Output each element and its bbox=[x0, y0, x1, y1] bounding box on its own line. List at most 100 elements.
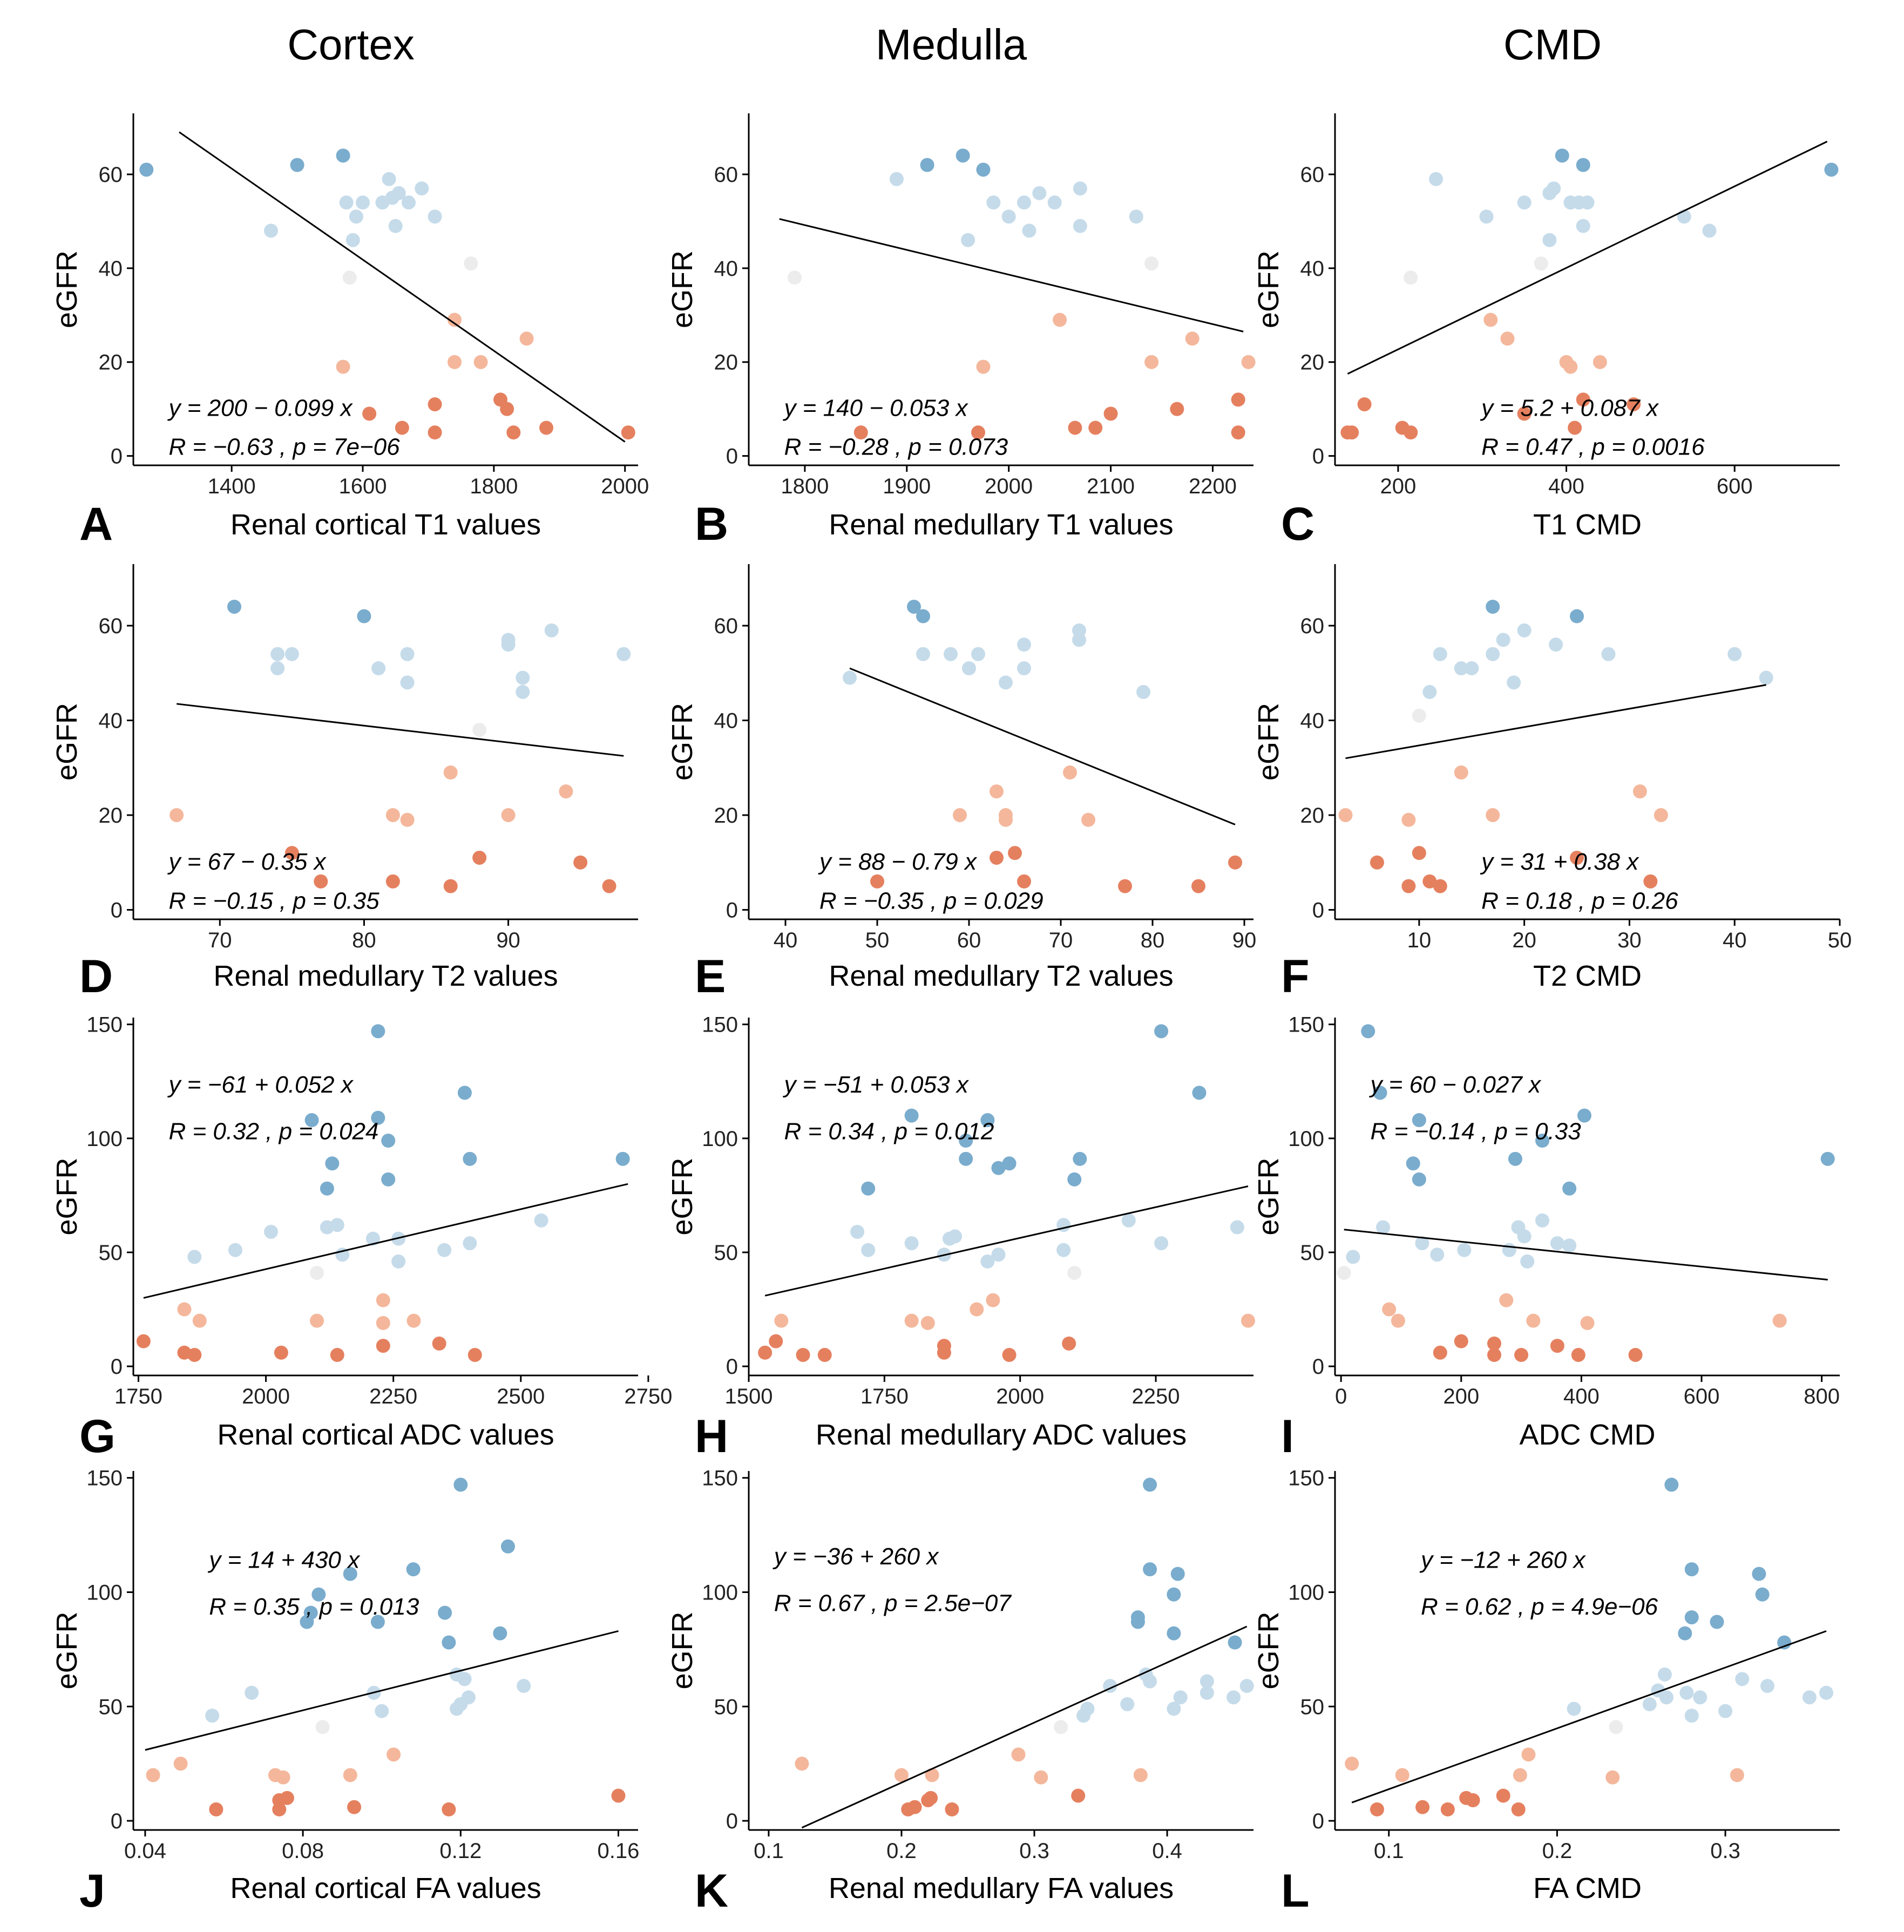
data-point bbox=[1071, 1788, 1086, 1803]
data-point bbox=[187, 1347, 202, 1362]
x-tick-label: 1900 bbox=[883, 474, 931, 498]
data-point bbox=[1759, 670, 1773, 685]
x-tick-label: 80 bbox=[1141, 928, 1165, 952]
data-point bbox=[385, 808, 400, 822]
data-point bbox=[920, 158, 934, 172]
panel-letter: L bbox=[1281, 1865, 1310, 1917]
data-point bbox=[1802, 1690, 1817, 1705]
data-point bbox=[1167, 1587, 1181, 1602]
data-point bbox=[1067, 1172, 1082, 1187]
data-point bbox=[843, 670, 857, 685]
data-point bbox=[1571, 1347, 1585, 1362]
y-tick-label: 20 bbox=[1300, 351, 1325, 375]
data-point bbox=[602, 879, 616, 893]
scatter-panel-j: 0 50 100 150 0.04 0.08 0.12 0.16 y = 14 + 430 x R… bbox=[51, 1467, 639, 1917]
x-tick-label: 40 bbox=[1723, 928, 1747, 952]
panel-letter: D bbox=[79, 951, 113, 1002]
data-point bbox=[971, 647, 985, 661]
y-tick-label: 150 bbox=[702, 1013, 738, 1037]
data-point bbox=[961, 233, 975, 247]
panel-letter: J bbox=[79, 1865, 105, 1917]
data-point bbox=[400, 647, 415, 661]
y-tick-label: 100 bbox=[1288, 1581, 1324, 1604]
data-point bbox=[1659, 1690, 1673, 1705]
data-point bbox=[990, 784, 1004, 799]
y-tick-label: 60 bbox=[1300, 163, 1325, 187]
data-point bbox=[1576, 219, 1590, 233]
data-point bbox=[1130, 1615, 1145, 1629]
x-tick-label: 90 bbox=[1232, 928, 1257, 952]
x-tick-label: 1800 bbox=[781, 474, 829, 498]
y-tick-label: 20 bbox=[99, 804, 123, 828]
y-tick-label: 40 bbox=[99, 709, 123, 733]
data-point bbox=[1143, 1562, 1157, 1577]
y-tick-label: 50 bbox=[714, 1695, 738, 1719]
regression-equation: y = −51 + 0.053 x bbox=[782, 1072, 969, 1098]
data-point bbox=[769, 1334, 783, 1348]
correlation-stat: R = 0.18 , p = 0.26 bbox=[1481, 887, 1678, 914]
y-axis-label: eGFR bbox=[1252, 1611, 1285, 1689]
y-tick-label: 0 bbox=[726, 1809, 738, 1833]
data-point bbox=[1081, 812, 1095, 827]
data-point bbox=[916, 609, 930, 623]
regression-line bbox=[1344, 1229, 1828, 1281]
x-tick-label: 2500 bbox=[497, 1385, 545, 1408]
data-point bbox=[280, 1791, 294, 1805]
data-point bbox=[916, 647, 930, 661]
data-point bbox=[1136, 684, 1150, 699]
column-title-cmd: CMD bbox=[1503, 21, 1602, 69]
data-point bbox=[173, 1757, 188, 1771]
x-axis-label: T2 CMD bbox=[1533, 960, 1642, 992]
y-tick-label: 100 bbox=[86, 1581, 123, 1604]
data-point bbox=[1404, 425, 1418, 440]
data-point bbox=[1401, 812, 1416, 827]
data-point bbox=[339, 195, 354, 210]
data-point bbox=[999, 675, 1013, 690]
data-point bbox=[228, 1243, 242, 1257]
x-tick-label: 0.4 bbox=[1152, 1839, 1182, 1863]
x-axis-label: Renal medullary T2 values bbox=[829, 960, 1173, 992]
data-point bbox=[1047, 195, 1062, 210]
data-point bbox=[1514, 1347, 1529, 1362]
regression-line bbox=[801, 1625, 1248, 1829]
data-point bbox=[991, 1248, 1006, 1262]
x-tick-label: 2000 bbox=[242, 1385, 290, 1408]
data-point bbox=[381, 1134, 396, 1148]
data-point bbox=[1415, 1800, 1430, 1814]
data-point bbox=[1370, 1802, 1384, 1816]
data-point bbox=[1702, 223, 1717, 238]
x-tick-label: 0.04 bbox=[124, 1839, 166, 1863]
data-point bbox=[336, 360, 350, 374]
data-point bbox=[315, 1720, 330, 1734]
y-tick-label: 150 bbox=[86, 1467, 123, 1490]
data-point bbox=[343, 1567, 357, 1581]
data-point bbox=[395, 421, 409, 435]
data-point bbox=[1017, 638, 1031, 652]
data-point bbox=[1454, 1334, 1468, 1348]
data-point bbox=[1154, 1236, 1169, 1251]
data-point bbox=[970, 1302, 984, 1317]
data-point bbox=[1192, 1086, 1207, 1100]
y-axis-label: eGFR bbox=[666, 703, 699, 781]
y-axis-label: eGFR bbox=[1252, 250, 1285, 328]
data-point bbox=[920, 1316, 935, 1330]
data-point bbox=[1433, 647, 1447, 661]
y-tick-label: 60 bbox=[714, 614, 738, 638]
panel-letter: I bbox=[1281, 1411, 1294, 1462]
data-point bbox=[227, 599, 241, 614]
y-tick-label: 0 bbox=[1312, 1809, 1324, 1833]
data-point bbox=[428, 397, 442, 411]
data-point bbox=[1605, 1770, 1620, 1785]
data-point bbox=[325, 1156, 340, 1171]
y-tick-label: 150 bbox=[702, 1467, 738, 1490]
data-point bbox=[516, 684, 530, 699]
y-tick-label: 40 bbox=[99, 257, 123, 281]
y-tick-label: 0 bbox=[111, 445, 123, 469]
data-point bbox=[1777, 1635, 1792, 1650]
data-point bbox=[1627, 397, 1641, 411]
data-point bbox=[573, 855, 588, 870]
data-point bbox=[473, 355, 488, 369]
data-point bbox=[304, 1113, 319, 1128]
y-axis-label: eGFR bbox=[51, 250, 83, 328]
data-point bbox=[1454, 765, 1468, 780]
